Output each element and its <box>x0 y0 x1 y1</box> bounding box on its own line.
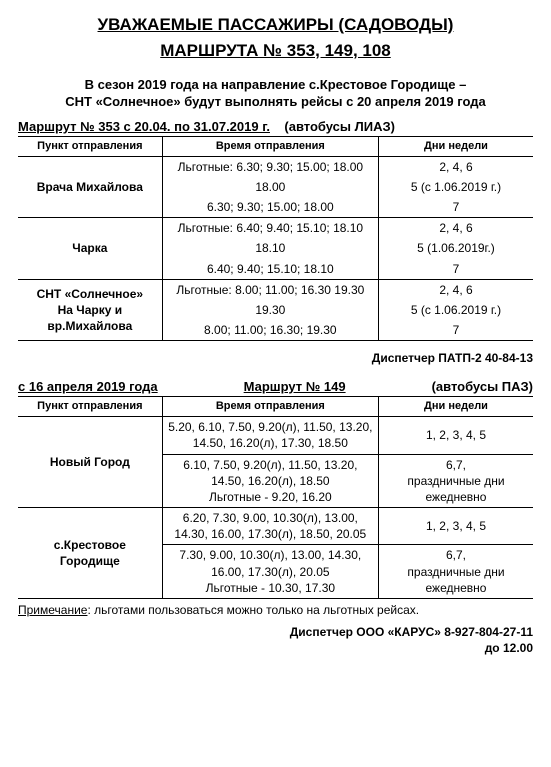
title-line-2: МАРШРУТА № 353, 149, 108 <box>160 41 391 60</box>
section-2-date: с 16 апреля 2019 года <box>18 379 158 394</box>
times: 6.20, 7.30, 9.00, 10.30(л), 13.00, 14.30… <box>162 508 378 545</box>
times: Льготные: 6.30; 9.30; 15.00; 18.00 <box>162 156 378 177</box>
times-line: Льготные - 10.30, 17.30 <box>206 581 335 595</box>
section-2-title: Маршрут № 149 <box>244 379 346 394</box>
stop-line: СНТ «Солнечное» <box>37 287 144 301</box>
times: 5.20, 6.10, 7.50, 9.20(л), 11.50, 13.20,… <box>162 417 378 454</box>
days: 7 <box>378 259 533 280</box>
col-time: Время отправления <box>162 136 378 156</box>
days: 2, 4, 6 <box>378 218 533 239</box>
stop-name: СНТ «Солнечное» На Чарку и вр.Михайлова <box>18 279 162 341</box>
times: 18.00 <box>162 177 378 197</box>
days: 6,7, праздничные дни ежедневно <box>378 545 533 599</box>
stop-line: с.Крестовое <box>54 538 126 552</box>
days-line: 6,7, <box>446 548 466 562</box>
col-days: Дни недели <box>378 136 533 156</box>
days-line: праздничные дни <box>407 474 504 488</box>
days-line: ежедневно <box>426 581 487 595</box>
days-line: ежедневно <box>426 490 487 504</box>
intro-block: В сезон 2019 года на направление с.Крест… <box>18 77 533 111</box>
times: 6.40; 9.40; 15.10; 18.10 <box>162 259 378 280</box>
days: 7 <box>378 320 533 341</box>
times: 8.00; 11.00; 16.30; 19.30 <box>162 320 378 341</box>
stop-name: Новый Город <box>18 417 162 508</box>
intro-line-2: СНТ «Солнечное» будут выполнять рейсы с … <box>65 94 486 109</box>
stop-line: вр.Михайлова <box>47 319 132 333</box>
times: 19.30 <box>162 300 378 320</box>
times: 6.30; 9.30; 15.00; 18.00 <box>162 197 378 218</box>
table-row: с.Крестовое Городище 6.20, 7.30, 9.00, 1… <box>18 508 533 545</box>
days: 7 <box>378 197 533 218</box>
note-label: Примечание <box>18 603 87 617</box>
dispatcher-line: до 12.00 <box>485 641 533 655</box>
stop-line: Городище <box>60 554 120 568</box>
times: Льготные: 6.40; 9.40; 15.10; 18.10 <box>162 218 378 239</box>
note-text: : льготами пользоваться можно только на … <box>87 603 419 617</box>
section-1-header: Маршрут № 353 с 20.04. по 31.07.2019 г. … <box>18 119 533 134</box>
col-depart: Пункт отправления <box>18 397 162 417</box>
main-title: УВАЖАЕМЫЕ ПАССАЖИРЫ (САДОВОДЫ) МАРШРУТА … <box>18 12 533 63</box>
times: 7.30, 9.00, 10.30(л), 13.00, 14.30, 16.0… <box>162 545 378 599</box>
note: Примечание: льготами пользоваться можно … <box>18 603 533 617</box>
days: 5 (с 1.06.2019 г.) <box>378 177 533 197</box>
dispatcher-line: Диспетчер ООО «КАРУС» 8-927-804-27-11 <box>290 625 533 639</box>
table-row: СНТ «Солнечное» На Чарку и вр.Михайлова … <box>18 279 533 300</box>
section-2-header: с 16 апреля 2019 года Маршрут № 149 (авт… <box>18 379 533 394</box>
times: 18.10 <box>162 238 378 258</box>
section-1-title: Маршрут № 353 с 20.04. по 31.07.2019 г. <box>18 119 270 134</box>
days: 1, 2, 3, 4, 5 <box>378 417 533 454</box>
col-depart: Пункт отправления <box>18 136 162 156</box>
days: 1, 2, 3, 4, 5 <box>378 508 533 545</box>
times: Льготные: 8.00; 11.00; 16.30 19.30 <box>162 279 378 300</box>
schedule-table-353: Пункт отправления Время отправления Дни … <box>18 136 533 342</box>
section-1-bus: (автобусы ЛИАЗ) <box>284 119 395 134</box>
stop-name: с.Крестовое Городище <box>18 508 162 599</box>
table-row: Врача Михайлова Льготные: 6.30; 9.30; 15… <box>18 156 533 177</box>
stop-name: Чарка <box>18 218 162 280</box>
times: 6.10, 7.50, 9.20(л), 11.50, 13.20, 14.50… <box>162 454 378 508</box>
times-line: Льготные - 9.20, 16.20 <box>209 490 332 504</box>
days: 5 (с 1.06.2019 г.) <box>378 300 533 320</box>
section-2-bus: (автобусы ПАЗ) <box>432 379 533 394</box>
schedule-table-149: Пункт отправления Время отправления Дни … <box>18 396 533 599</box>
dispatcher-2: Диспетчер ООО «КАРУС» 8-927-804-27-11 до… <box>18 625 533 656</box>
days: 5 (1.06.2019г.) <box>378 238 533 258</box>
dispatcher-1: Диспетчер ПАТП-2 40-84-13 <box>18 351 533 365</box>
days: 6,7, праздничные дни ежедневно <box>378 454 533 508</box>
days-line: 6,7, <box>446 458 466 472</box>
table-row: Новый Город 5.20, 6.10, 7.50, 9.20(л), 1… <box>18 417 533 454</box>
title-line-1: УВАЖАЕМЫЕ ПАССАЖИРЫ (САДОВОДЫ) <box>98 15 454 34</box>
col-days: Дни недели <box>378 397 533 417</box>
intro-line-1: В сезон 2019 года на направление с.Крест… <box>85 77 467 92</box>
times-line: 6.10, 7.50, 9.20(л), 11.50, 13.20, 14.50… <box>183 458 357 488</box>
days-line: праздничные дни <box>407 565 504 579</box>
table-row: Чарка Льготные: 6.40; 9.40; 15.10; 18.10… <box>18 218 533 239</box>
days: 2, 4, 6 <box>378 279 533 300</box>
days: 2, 4, 6 <box>378 156 533 177</box>
times-line: 7.30, 9.00, 10.30(л), 13.00, 14.30, 16.0… <box>179 548 361 578</box>
col-time: Время отправления <box>162 397 378 417</box>
stop-line: На Чарку и <box>58 303 123 317</box>
stop-name: Врача Михайлова <box>18 156 162 218</box>
